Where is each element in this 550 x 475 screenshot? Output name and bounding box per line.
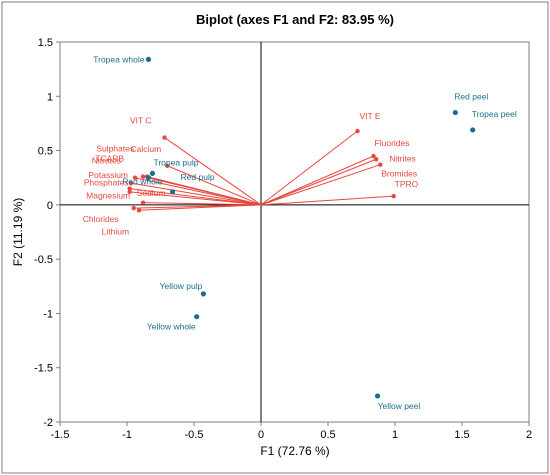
variable-label: Calcium — [130, 144, 161, 154]
y-tick-label: 0 — [47, 200, 53, 212]
variable-vector-tip — [162, 135, 167, 140]
variable-vector-tip — [165, 163, 170, 168]
x-tick-label: 1.5 — [454, 429, 469, 441]
variable-vector-tip — [140, 174, 146, 179]
observation-point — [149, 170, 156, 176]
observation-point — [200, 291, 206, 297]
variable-vector-line — [129, 191, 262, 206]
variable-vector-tip — [391, 193, 396, 199]
variable-vector-tip — [136, 208, 142, 213]
variable-label: VIT E — [359, 111, 380, 121]
variable-vector-line — [167, 165, 262, 206]
variable-vector-tip — [355, 128, 360, 134]
observation-point — [145, 175, 152, 181]
variable-vector-line — [260, 195, 394, 206]
variable-vector-tip — [127, 189, 132, 195]
y-tick-label: 1.5 — [38, 37, 53, 49]
observation-label: Red whole — [122, 177, 162, 187]
variable-vector-line — [260, 158, 377, 206]
observation-point — [452, 109, 458, 116]
observation-point — [169, 189, 176, 195]
variable-vector-tip — [127, 186, 132, 191]
variable-label: Phosphates — [84, 178, 129, 188]
variable-label: Sulphates — [96, 144, 134, 154]
observation-label: Red peel — [454, 92, 488, 102]
variable-label: Nitrates — [92, 156, 121, 166]
y-tick-label: 0.5 — [38, 146, 53, 158]
variable-vector-line — [134, 177, 262, 206]
variable-vector-line — [260, 130, 358, 206]
variable-label: Bromides — [381, 169, 417, 179]
x-tick-label: -1.5 — [51, 429, 70, 441]
variable-label: Lithium — [102, 226, 129, 236]
x-tick-label: -1 — [122, 429, 132, 441]
variable-vector-line — [260, 155, 374, 206]
variable-label: TCARB — [95, 154, 124, 164]
observation-points: Tropea whole Red peel Tropea peel Tropea pu… — [93, 54, 517, 411]
observation-point — [145, 56, 152, 62]
variable-label: Fluorides — [375, 138, 410, 148]
observation-point — [470, 127, 476, 133]
y-axis-ticks: -2 -1.5 -1 -0.5 0 0.5 1 1.5 — [34, 37, 60, 429]
y-tick-label: -1.5 — [34, 363, 53, 375]
variable-label: Chlorides — [83, 214, 119, 224]
observation-label: Yellow whole — [147, 322, 196, 332]
observation-label: Yellow peel — [378, 401, 421, 411]
variable-label: Potassium — [88, 170, 128, 180]
variable-vector-tip — [131, 205, 136, 211]
variable-vector-line — [130, 182, 262, 206]
plot-area-frame — [59, 41, 530, 423]
chart-title: Biplot (axes F1 and F2: 83.95 %) — [196, 12, 394, 27]
observation-point — [194, 314, 200, 320]
variable-label: Sodium — [137, 188, 166, 198]
variable-vector-tip — [374, 157, 379, 162]
y-tick-label: -0.5 — [34, 254, 53, 266]
variable-vector-tip — [132, 175, 138, 180]
x-tick-label: 1 — [392, 429, 398, 441]
x-tick-label: 0 — [258, 429, 264, 441]
observation-point — [374, 393, 381, 399]
variable-label: Nitrites — [389, 153, 415, 163]
x-axis-ticks: -1.5 -1 -0.5 0 0.5 1 1.5 2 — [51, 422, 532, 441]
variable-vector-tip — [128, 180, 134, 186]
x-tick-label: -0.5 — [185, 429, 204, 441]
observation-label: Red pulp — [181, 172, 215, 182]
variable-vector-line — [164, 137, 262, 206]
variable-label: VIT C — [130, 116, 152, 126]
observation-label: Tropea whole — [93, 54, 144, 64]
x-tick-label: 2 — [526, 429, 532, 441]
variable-vector-line — [143, 202, 262, 206]
variable-vector-tip — [140, 200, 146, 205]
y-tick-label: -2 — [43, 417, 53, 429]
variable-vector-line — [260, 164, 381, 206]
variable-label: TPRO — [395, 179, 419, 189]
variable-vector-tip — [371, 153, 376, 159]
y-axis-label: F2 (11.19 %) — [11, 198, 25, 266]
y-tick-label: 1 — [47, 91, 53, 103]
x-axis-label: F1 (72.76 %) — [260, 444, 329, 458]
variable-label: Magnesium — [86, 191, 130, 201]
zero-axis-lines — [60, 42, 529, 422]
observation-label: Tropea peel — [472, 109, 517, 119]
y-tick-label: -1 — [43, 308, 53, 320]
variable-vector-line — [129, 188, 262, 206]
x-tick-label: 0.5 — [320, 429, 335, 441]
observation-label: Tropea pulp — [153, 157, 198, 167]
variable-vector-tip — [378, 162, 383, 167]
observation-label: Yellow pulp — [160, 281, 203, 291]
variable-vector-line — [139, 204, 262, 211]
